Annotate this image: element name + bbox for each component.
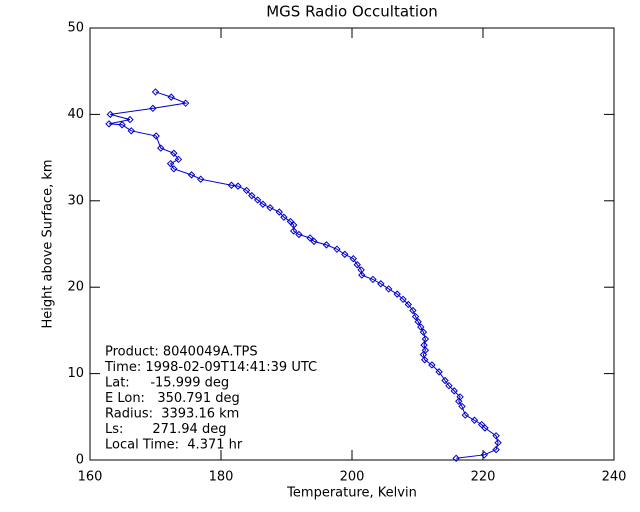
data-point: [174, 155, 183, 164]
data-point: [445, 381, 453, 390]
annotation: Radius: 3393.16 km: [105, 407, 239, 422]
data-point: [358, 271, 366, 279]
data-point: [280, 213, 288, 221]
data-point: [266, 204, 274, 212]
annotation: Lat: -15.999 deg: [105, 376, 229, 391]
data-point: [152, 132, 160, 140]
annotation: Local Time: 4.371 hr: [105, 438, 243, 453]
data-point: [234, 182, 242, 190]
data-point: [417, 323, 425, 331]
data-point: [286, 217, 295, 226]
data-point: [167, 93, 175, 101]
data-point: [242, 186, 251, 195]
data-point: [414, 318, 422, 326]
data-point: [166, 159, 175, 168]
data-point: [181, 99, 190, 107]
data-point: [470, 416, 479, 424]
data-point: [455, 397, 463, 405]
data-point: [126, 115, 134, 124]
data-point: [357, 266, 365, 274]
x-tick-label: 220: [471, 470, 496, 485]
x-tick-label: 240: [602, 470, 627, 485]
data-point: [295, 230, 303, 239]
data-point: [399, 295, 407, 304]
data-point: [157, 144, 165, 152]
y-tick-label: 0: [76, 453, 84, 468]
data-point: [458, 402, 466, 411]
data-point: [411, 312, 420, 321]
x-tick-label: 180: [209, 470, 234, 485]
data-point: [384, 285, 393, 293]
data-line: [108, 91, 499, 459]
y-tick-label: 30: [67, 193, 84, 208]
data-point: [494, 439, 502, 447]
annotation: Time: 1998-02-09T14:41:39 UTC: [104, 360, 317, 375]
data-point: [481, 424, 489, 432]
data-point: [341, 250, 349, 259]
data-point: [310, 237, 318, 246]
data-point: [421, 335, 430, 343]
x-tick-label: 200: [340, 470, 365, 485]
y-tick-label: 40: [67, 107, 84, 122]
data-point: [289, 221, 298, 229]
data-point: [289, 227, 298, 235]
data-point: [369, 275, 377, 284]
y-tick-label: 10: [67, 366, 84, 381]
data-point: [419, 328, 428, 336]
data-point: [127, 127, 135, 135]
data-point: [227, 181, 236, 189]
y-tick-label: 50: [67, 21, 84, 36]
y-axis-title: Height above Surface, km: [41, 159, 56, 328]
annotation: Ls: 271.94 deg: [105, 422, 226, 437]
data-point: [420, 356, 429, 364]
x-axis-title: Temperature, Kelvin: [286, 486, 417, 501]
y-tick-label: 20: [67, 280, 84, 295]
data-point: [480, 451, 489, 459]
data-point: [393, 290, 401, 298]
data-point: [435, 368, 443, 376]
data-point: [452, 454, 460, 462]
annotation: E Lon: 350.791 deg: [105, 391, 240, 406]
data-point: [349, 254, 358, 263]
x-tick-label: 160: [78, 470, 103, 485]
data-point: [306, 234, 314, 242]
data-point: [106, 110, 115, 119]
data-point: [170, 165, 178, 173]
data-point: [456, 393, 464, 401]
data-point: [259, 200, 267, 208]
data-point: [149, 104, 157, 113]
data-point: [428, 361, 436, 369]
data-point: [253, 196, 262, 204]
data-point: [353, 261, 361, 269]
data-point: [421, 346, 430, 354]
data-point: [441, 376, 449, 385]
chart-title: MGS Radio Occultation: [266, 3, 438, 21]
data-point: [248, 191, 256, 200]
data-point: [275, 208, 284, 216]
data-point: [420, 341, 428, 349]
data-point: [151, 88, 160, 96]
data-point: [409, 306, 417, 315]
data-point: [492, 445, 500, 454]
data-point: [187, 171, 196, 179]
data-point: [404, 300, 413, 309]
data-point: [492, 432, 500, 440]
data-point: [170, 149, 178, 157]
annotation: Product: 8040049A.TPS: [105, 345, 258, 360]
data-point: [196, 175, 205, 183]
data-point: [105, 120, 113, 128]
data-point: [333, 245, 341, 253]
data-point: [461, 411, 470, 419]
data-point: [377, 280, 385, 288]
data-point: [322, 241, 331, 249]
data-point: [450, 387, 458, 395]
data-point: [477, 420, 486, 429]
data-point: [118, 121, 126, 129]
